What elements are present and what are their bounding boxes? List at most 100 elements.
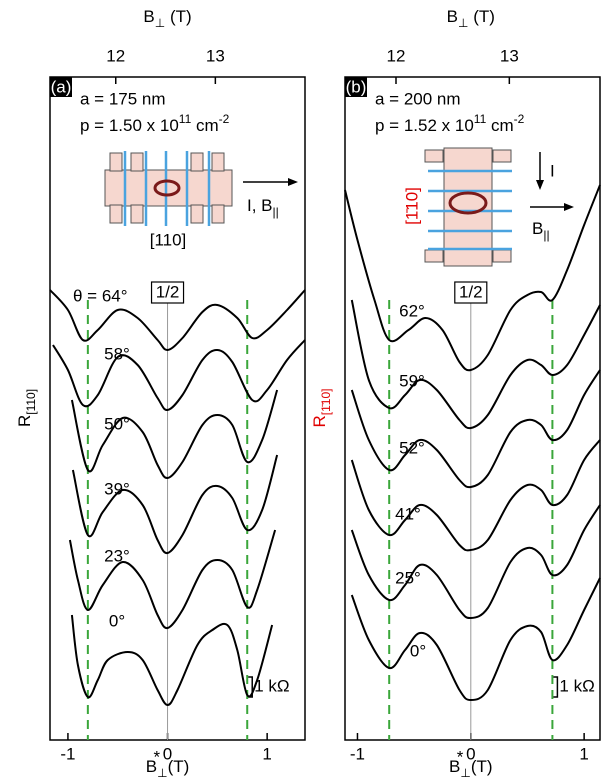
y-axis-label: R[110] — [15, 389, 38, 427]
contact — [130, 152, 144, 172]
orbit — [153, 179, 181, 197]
field-label: B|| — [532, 219, 550, 242]
x-tick-label: 0 — [466, 744, 475, 763]
x-axis-label-part: ⊥ — [157, 766, 167, 779]
curve-label: θ = 64° — [73, 286, 128, 305]
arrow-head — [288, 178, 298, 186]
density-label-part: 11 — [179, 112, 192, 126]
density-label-part: cm — [486, 116, 513, 135]
orbit — [448, 191, 488, 215]
curve — [70, 614, 274, 707]
x2-tick-label: 13 — [206, 46, 225, 65]
x-tick-label: -1 — [350, 744, 365, 763]
field-label-part: B — [532, 219, 543, 238]
x2-axis-label: B⊥ (T) — [143, 7, 191, 30]
filling-box — [150, 281, 185, 304]
curve — [350, 577, 601, 702]
arrow-head — [564, 203, 574, 211]
contact — [492, 149, 512, 163]
density-label-part: p = 1.50 x 10 — [80, 116, 179, 135]
scale-bar — [248, 676, 253, 698]
contact — [424, 249, 444, 263]
sample-label: a = 175 nm — [80, 89, 166, 108]
curve-label: 0° — [109, 611, 125, 630]
x-axis-label: B⊥(T) — [449, 757, 493, 779]
x-axis-label-part: (T) — [168, 757, 190, 776]
contact — [190, 152, 204, 172]
current-label-part: I, B — [247, 196, 273, 215]
inset-diagram — [104, 151, 298, 226]
y-axis-label: R[1̄10] — [310, 389, 333, 428]
curve — [52, 339, 306, 412]
contact — [190, 204, 204, 224]
x-axis-label-sup: * — [457, 747, 464, 766]
filling-box — [454, 281, 488, 304]
density-label: p = 1.52 x 1011 cm-2 — [375, 112, 525, 135]
x2-tick-label: 12 — [387, 46, 406, 65]
x-axis-label-part: ⊥ — [460, 766, 470, 779]
curve — [68, 529, 277, 630]
curve-label: 39° — [104, 479, 130, 498]
curve — [71, 454, 279, 555]
density-label: p = 1.50 x 1011 cm-2 — [80, 112, 230, 135]
arrow-head — [536, 180, 544, 190]
density-label-part: cm — [191, 116, 218, 135]
sample-label: a = 200 nm — [375, 89, 461, 108]
panel-label-box — [50, 77, 72, 97]
curve-label: 52° — [399, 438, 425, 457]
x-axis-label-part: B — [449, 757, 460, 776]
contact — [109, 152, 123, 172]
plot-frame — [49, 76, 306, 741]
x-tick-label: 1 — [262, 744, 271, 763]
curve — [350, 299, 601, 430]
contact — [109, 204, 123, 224]
contact — [492, 249, 512, 263]
scale-bar-label: 1 kΩ — [254, 676, 289, 695]
x2-tick-label: 12 — [106, 46, 125, 65]
current-label: I — [550, 161, 555, 180]
x2-axis-label-part: ⊥ — [155, 16, 165, 30]
curve — [70, 389, 279, 479]
curve-label: 50° — [104, 414, 130, 433]
curve-label: 59° — [399, 371, 425, 390]
curve-label: 58° — [104, 344, 130, 363]
curve — [350, 369, 601, 489]
plot-frame — [344, 76, 601, 741]
filling-label: 1/2 — [156, 282, 180, 301]
curve — [350, 439, 601, 552]
scale-bar — [553, 676, 559, 698]
curve — [344, 184, 601, 372]
x2-tick-label: 13 — [500, 46, 519, 65]
panel-label: (b) — [346, 77, 367, 96]
y-axis-label-part: [110] — [24, 389, 38, 415]
scale-bar-label: 1 kΩ — [559, 676, 594, 695]
x2-axis-label-part: (T) — [468, 7, 494, 26]
x2-axis-label-part: B — [143, 7, 154, 26]
panel-label: (a) — [51, 77, 72, 96]
y-axis-label-part: [1̄10] — [319, 389, 333, 416]
x2-axis-label-part: B — [447, 7, 458, 26]
x-axis-label-part: (T) — [471, 757, 493, 776]
curve-label: 0° — [410, 641, 426, 660]
density-label-part: 11 — [474, 112, 487, 126]
curve-label: 25° — [395, 568, 421, 587]
x-tick-label: 1 — [579, 744, 588, 763]
y-axis-label-part: R — [15, 415, 34, 427]
contact — [211, 152, 225, 172]
x2-axis-label-part: (T) — [165, 7, 191, 26]
inset-diagram — [424, 147, 574, 267]
field-label-part: || — [543, 228, 549, 242]
direction-label: [110] — [150, 230, 187, 249]
x-tick-label: -1 — [60, 744, 75, 763]
x-axis-label-sup: * — [154, 747, 161, 766]
y-axis-label-part: R — [310, 415, 329, 427]
x2-axis-label-part: ⊥ — [458, 16, 468, 30]
x-axis-label-part: B — [146, 757, 157, 776]
density-label-part: -2 — [514, 112, 525, 126]
current-label: I, B|| — [247, 196, 279, 219]
direction-label: [1̄10] — [402, 187, 421, 225]
contact — [211, 204, 225, 224]
filling-label: 1/2 — [459, 282, 483, 301]
curve — [350, 504, 601, 620]
